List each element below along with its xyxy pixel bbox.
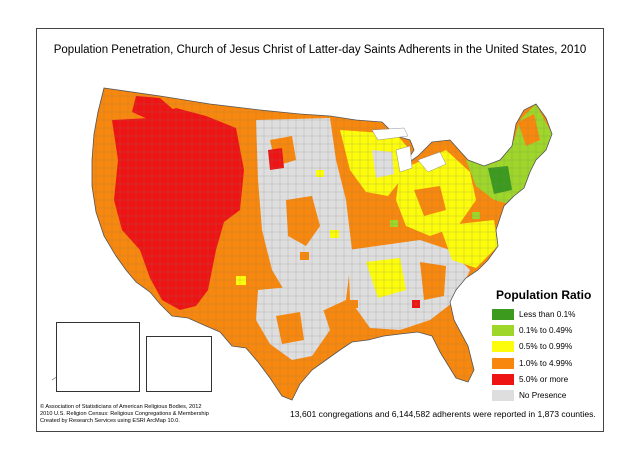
hawaii-inset-frame [146,336,212,392]
region-northeast-green [488,166,512,194]
region-wisconsin-gray [372,150,394,178]
legend-label: 0.5% to 0.99% [519,342,573,352]
region-dakota-red [268,148,284,170]
legend-label: 0.1% to 0.49% [519,326,573,336]
region-idaho-panhandle-red [132,96,176,120]
legend-swatch [492,309,514,321]
legend: Population Ratio Less than 0.1% 0.1% to 0… [492,288,604,405]
credit-line: © Association of Statisticians of Americ… [40,404,202,410]
legend-label: 5.0% or more [519,374,569,384]
map-title: Population Penetration, Church of Jesus … [53,44,587,56]
lake-michigan [395,145,413,173]
legend-item: 0.1% to 0.49% [492,324,604,338]
legend-swatch [492,357,514,369]
region-carolina-orange [420,262,446,300]
legend-item: 5.0% or more [492,372,604,386]
legend-title: Population Ratio [496,288,592,302]
region-ohio-orange [414,186,446,216]
region-plains-orange [286,196,320,246]
region-mountain-west-red [112,108,244,310]
lake-superior [371,127,409,141]
legend-items: Less than 0.1% 0.1% to 0.49% 0.5% to 0.99%… [492,308,604,402]
lake-huron [417,151,447,173]
alaska-inset-frame [56,322,140,392]
us-outline [91,87,553,401]
legend-swatch [492,373,514,385]
credit-line: 2010 U.S. Religion Census: Religious Con… [40,411,209,417]
county-borders [92,88,552,400]
legend-label: No Presence [519,390,567,400]
legend-swatch [492,325,514,337]
legend-swatch [492,341,514,353]
region-maine-orange [518,114,540,146]
credits: © Association of Statisticians of Americ… [40,404,209,425]
legend-item: No Presence [492,388,604,402]
legend-item: 1.0% to 4.99% [492,356,604,370]
credit-line: Created by Research Services using ESRI … [40,418,180,424]
legend-item: Less than 0.1% [492,308,604,322]
county-patch [330,230,339,238]
legend-swatch [492,389,514,401]
summary-text: 13,601 congregations and 6,144,582 adher… [290,409,596,419]
county-patch [390,220,398,227]
county-patch [236,276,246,285]
legend-label: 1.0% to 4.99% [519,358,573,368]
county-patch [472,212,480,219]
legend-item: 0.5% to 0.99% [492,340,604,354]
legend-label: Less than 0.1% [519,310,576,320]
